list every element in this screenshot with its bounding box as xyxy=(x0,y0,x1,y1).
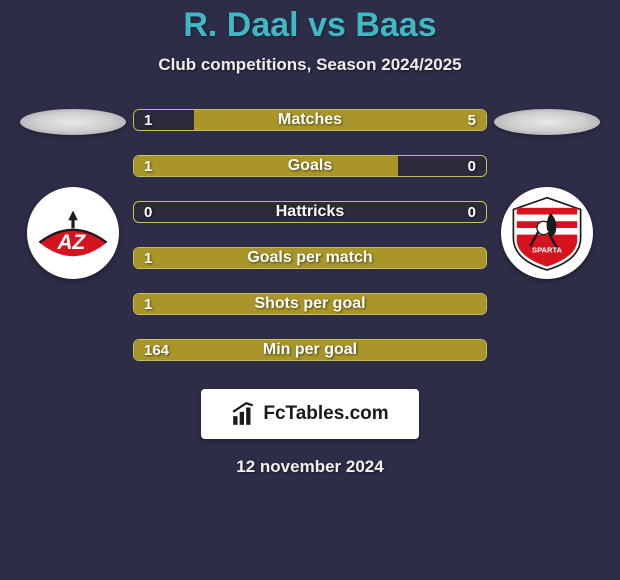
stat-fill-left xyxy=(134,294,486,314)
stat-value-left: 164 xyxy=(144,340,169,360)
page-title: R. Daal vs Baas xyxy=(183,6,436,45)
stat-value-right: 0 xyxy=(468,156,476,176)
svg-text:AZ: AZ xyxy=(57,231,87,254)
stat-fill-left xyxy=(134,248,486,268)
fctables-text: FcTables.com xyxy=(263,403,388,425)
fctables-badge[interactable]: FcTables.com xyxy=(201,389,419,439)
stat-fill-left xyxy=(134,110,194,130)
comparison-card: R. Daal vs Baas Club competitions, Seaso… xyxy=(0,0,620,580)
right-club-logo: SPARTA xyxy=(501,187,593,279)
stat-value-left: 1 xyxy=(144,248,152,268)
stat-value-left: 1 xyxy=(144,110,152,130)
date-text: 12 november 2024 xyxy=(236,457,383,477)
svg-text:SPARTA: SPARTA xyxy=(532,245,562,254)
stat-bar-min-per-goal: 164Min per goal xyxy=(133,339,487,361)
az-logo-icon: AZ xyxy=(33,193,113,273)
chart-icon xyxy=(231,401,257,427)
stat-bar-hattricks: 0 0Hattricks xyxy=(133,201,487,223)
stat-fill-left xyxy=(134,156,398,176)
subtitle: Club competitions, Season 2024/2025 xyxy=(158,55,461,75)
stat-bar-goals-per-match: 1Goals per match xyxy=(133,247,487,269)
stat-fill-right xyxy=(194,110,486,130)
stat-value-left: 1 xyxy=(144,294,152,314)
sparta-logo-icon: SPARTA xyxy=(505,191,589,275)
stat-fill-left xyxy=(134,340,486,360)
stat-label: Hattricks xyxy=(134,202,486,222)
stats-bars: 15Matches10Goals00Hattricks1Goals per ma… xyxy=(133,109,487,361)
stat-value-right: 5 xyxy=(468,110,476,130)
stat-bar-matches: 15Matches xyxy=(133,109,487,131)
right-player-col: SPARTA xyxy=(487,109,607,279)
stat-bar-goals: 10Goals xyxy=(133,155,487,177)
stat-value-left: 1 xyxy=(144,156,152,176)
player-photo-placeholder-right xyxy=(494,109,600,135)
main-row: AZ 15Matches10Goals00Hattricks1Goals per… xyxy=(0,109,620,361)
left-player-col: AZ xyxy=(13,109,133,279)
stat-value-right: 0 xyxy=(468,202,476,222)
stat-value-left: 0 xyxy=(144,202,152,222)
player-photo-placeholder-left xyxy=(20,109,126,135)
stat-bar-shots-per-goal: 1Shots per goal xyxy=(133,293,487,315)
left-club-logo: AZ xyxy=(27,187,119,279)
